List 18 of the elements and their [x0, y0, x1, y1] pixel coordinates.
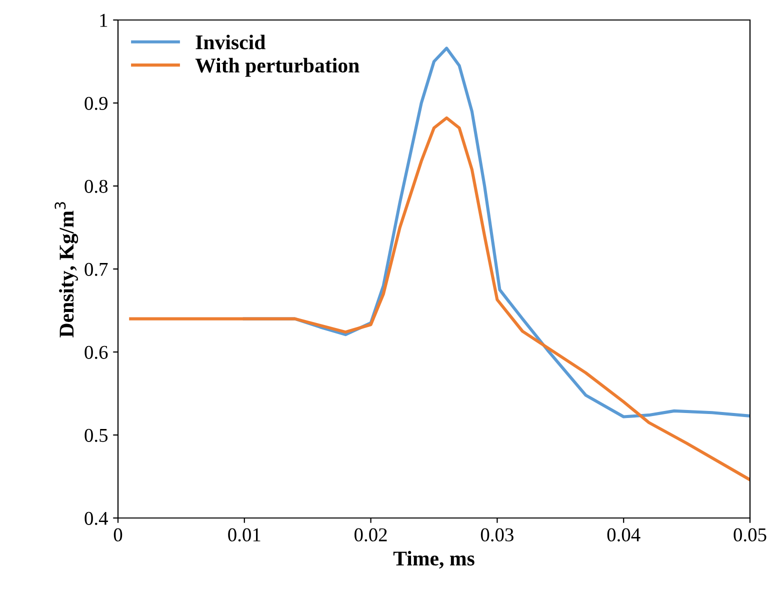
- y-tick-label: 0.7: [84, 262, 108, 276]
- x-axis-title: Time, ms: [393, 550, 474, 569]
- x-tick-label: 0.04: [607, 528, 640, 542]
- x-tick-label: 0.02: [354, 528, 387, 542]
- y-tick-label: 0.9: [84, 96, 108, 110]
- y-axis-title: Density, Kg/m$^{3}$: [54, 202, 78, 338]
- y-tick-label: 0.6: [84, 346, 108, 360]
- line-series: [129, 116, 750, 482]
- y-tick-label: 0.5: [84, 428, 108, 442]
- y-tick-label: 1: [100, 14, 108, 27]
- x-tick-label: 0.03: [480, 528, 514, 542]
- x-tick-label: 0.01: [228, 528, 260, 542]
- x-tick-label: 0: [114, 528, 122, 542]
- y-tick-label: 0.4: [84, 512, 108, 526]
- y-tick-label: 0.8: [84, 180, 108, 194]
- legend-label: With perturbation: [195, 58, 360, 77]
- legend-label: Inviscid: [196, 34, 266, 50]
- x-tick-label: 0.05: [734, 528, 766, 542]
